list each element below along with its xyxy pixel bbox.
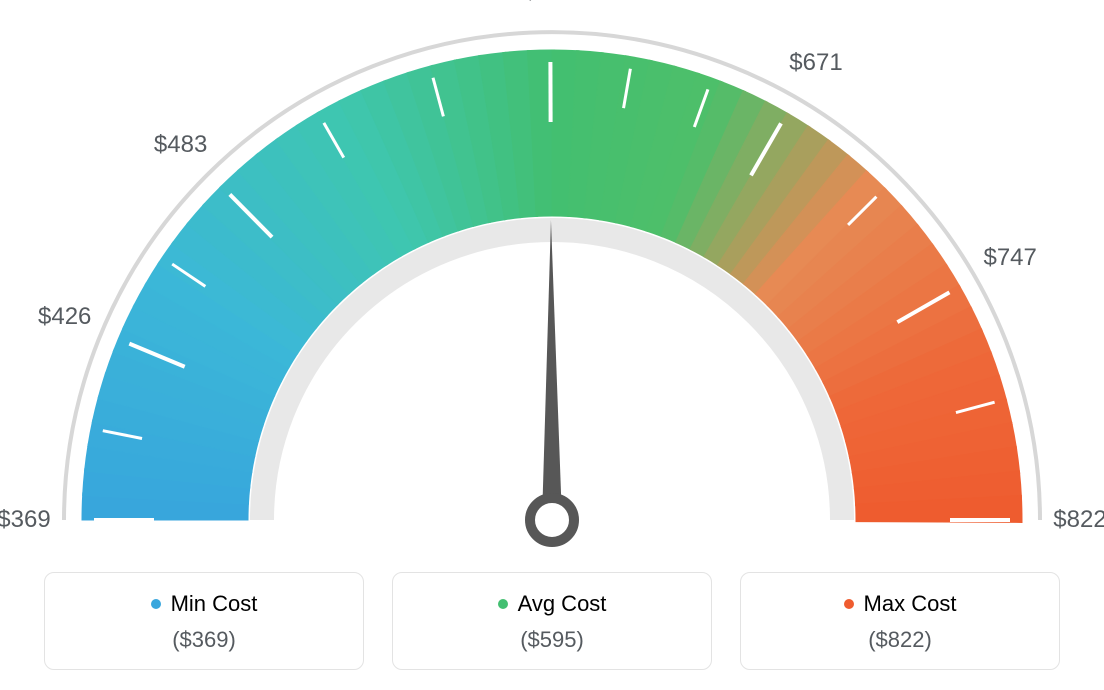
legend-title-label: Avg Cost xyxy=(518,591,607,617)
gauge-tick-label: $426 xyxy=(38,303,91,331)
legend-title-avg: Avg Cost xyxy=(498,591,607,617)
legend-title-label: Max Cost xyxy=(864,591,957,617)
legend-title-min: Min Cost xyxy=(151,591,258,617)
legend-card-min: Min Cost ($369) xyxy=(44,572,364,670)
legend-value-max: ($822) xyxy=(741,627,1059,653)
legend-title-max: Max Cost xyxy=(844,591,957,617)
legend-card-avg: Avg Cost ($595) xyxy=(392,572,712,670)
dot-icon xyxy=(498,599,508,609)
gauge-tick-label: $747 xyxy=(983,244,1036,272)
legend-title-label: Min Cost xyxy=(171,591,258,617)
dot-icon xyxy=(151,599,161,609)
gauge-svg xyxy=(0,0,1104,560)
gauge-tick-label: $369 xyxy=(0,506,51,534)
dot-icon xyxy=(844,599,854,609)
legend-card-max: Max Cost ($822) xyxy=(740,572,1060,670)
legend-value-min: ($369) xyxy=(45,627,363,653)
gauge-tick-label: $822 xyxy=(1053,506,1104,534)
legend-row: Min Cost ($369) Avg Cost ($595) Max Cost… xyxy=(0,572,1104,670)
gauge-tick-label: $595 xyxy=(523,0,576,6)
gauge-tick-label: $671 xyxy=(789,49,842,77)
legend-value-avg: ($595) xyxy=(393,627,711,653)
gauge-chart: $369 $426 $483 $595 $671 $747 $822 xyxy=(0,0,1104,560)
gauge-tick-label: $483 xyxy=(154,131,207,159)
